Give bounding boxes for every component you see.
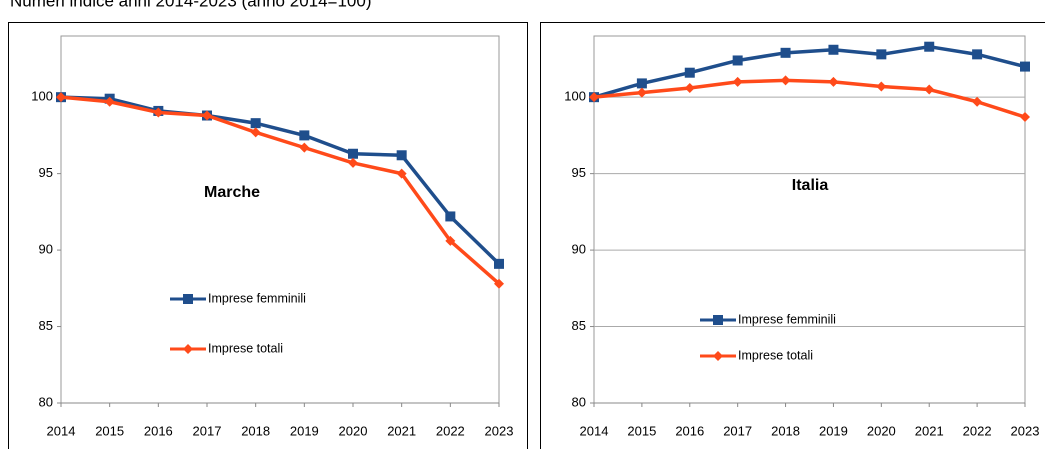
legend-label: Imprese femminili [738, 312, 836, 326]
marker [636, 78, 647, 89]
marker [348, 148, 358, 159]
y-tick-label: 85 [39, 318, 53, 333]
legend-label: Imprese totali [208, 341, 283, 355]
line [60, 95, 501, 286]
x-tick-label: 2023 [1011, 423, 1040, 438]
page-title: Numeri indice anni 2014-2023 (anno 2014=… [10, 0, 372, 10]
y-tick-label: 85 [572, 318, 586, 333]
marker [153, 107, 164, 118]
marker [924, 41, 935, 52]
x-tick-label: 2018 [771, 423, 800, 438]
marker [828, 44, 839, 55]
marker [1020, 112, 1030, 123]
marker [445, 235, 456, 246]
annotation: Italia [792, 177, 829, 194]
marker [494, 278, 504, 289]
marker [713, 351, 723, 361]
marker [299, 142, 310, 153]
marker [876, 81, 887, 92]
y-tick-label: 80 [572, 394, 586, 409]
x-tick-label: 2020 [867, 423, 896, 438]
x-tick-label: 2020 [339, 423, 368, 438]
marker [713, 315, 723, 325]
marker [780, 47, 791, 58]
x-tick-label: 2015 [95, 423, 124, 438]
x-tick-label: 2017 [193, 423, 222, 438]
marker [972, 49, 983, 60]
marker [183, 294, 193, 304]
annotation: Marche [204, 184, 260, 201]
marker [494, 258, 504, 269]
marker [250, 127, 261, 138]
x-tick-label: 2016 [675, 423, 704, 438]
y-tick-label: 100 [564, 89, 586, 104]
panel [540, 22, 1045, 449]
marker [396, 150, 407, 161]
marker [972, 96, 983, 107]
marker [348, 157, 358, 168]
legend-label: Imprese totali [738, 348, 813, 362]
marker [924, 84, 935, 95]
marker [589, 92, 599, 103]
y-tick-label: 95 [39, 165, 53, 180]
marker [299, 130, 310, 141]
y-tick-label: 90 [572, 242, 586, 257]
marker [876, 49, 887, 60]
marker [684, 82, 695, 93]
marker [1020, 61, 1030, 72]
marker [56, 92, 66, 103]
marker [684, 67, 695, 78]
marker [104, 96, 115, 107]
y-tick-label: 80 [39, 394, 53, 409]
x-tick-label: 2017 [723, 423, 752, 438]
marker [780, 75, 791, 86]
y-tick-label: 95 [572, 165, 586, 180]
panel [8, 22, 528, 449]
line [60, 95, 501, 266]
marker [828, 76, 839, 87]
x-tick-label: 2015 [627, 423, 656, 438]
x-tick-label: 2021 [387, 423, 416, 438]
x-tick-label: 2023 [485, 423, 514, 438]
x-tick-label: 2018 [241, 423, 270, 438]
marker [732, 76, 743, 87]
line [593, 44, 1026, 99]
x-tick-label: 2014 [580, 423, 609, 438]
marker [202, 110, 212, 121]
x-tick-label: 2019 [819, 423, 848, 438]
x-tick-label: 2014 [47, 423, 76, 438]
legend-label: Imprese femminili [208, 291, 306, 305]
x-tick-label: 2019 [290, 423, 319, 438]
x-tick-label: 2022 [963, 423, 992, 438]
marker [445, 211, 456, 222]
line [593, 78, 1026, 119]
marker [636, 87, 647, 98]
y-tick-label: 90 [39, 242, 53, 257]
marker [396, 168, 407, 179]
x-tick-label: 2022 [436, 423, 465, 438]
x-tick-label: 2016 [144, 423, 173, 438]
marker [183, 344, 193, 354]
y-tick-label: 100 [31, 89, 53, 104]
marker [250, 118, 261, 129]
marker [732, 55, 743, 66]
x-tick-label: 2021 [915, 423, 944, 438]
